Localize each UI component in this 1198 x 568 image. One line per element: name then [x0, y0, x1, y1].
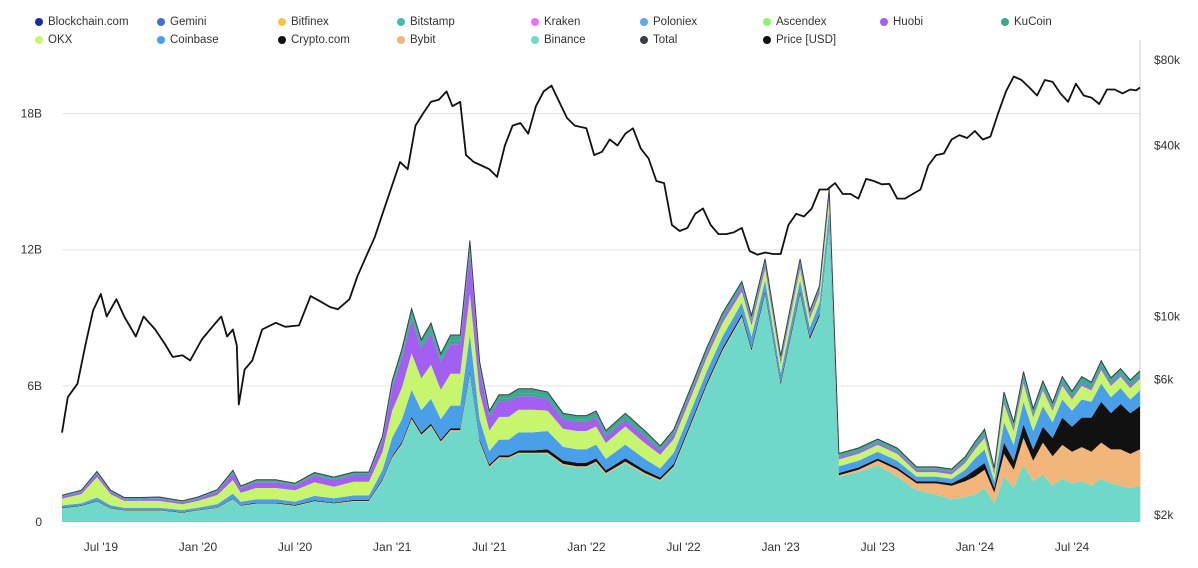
total-line [61, 188, 1141, 502]
x-tick-label: Jul '22 [666, 540, 701, 554]
legend-label: Total [653, 34, 678, 46]
legend-marker-icon [640, 18, 648, 26]
legend-label: Gemini [170, 16, 207, 28]
legend-marker-icon [35, 18, 43, 26]
legend-label: Coinbase [170, 34, 219, 46]
x-tick-label: Jan '22 [567, 540, 606, 554]
legend-label: Kraken [544, 16, 581, 28]
y-left-tick-label: 12B [21, 243, 42, 257]
y-right-tick-label: $6k [1154, 372, 1174, 386]
legend-item[interactable]: Bitfinex [278, 16, 329, 28]
legend-marker-icon [763, 18, 771, 26]
y-right-tick-label: $2k [1154, 508, 1174, 522]
legend-marker-icon [157, 18, 165, 26]
legend-marker-icon [157, 36, 165, 44]
x-tick-label: Jul '23 [861, 540, 896, 554]
legend-label: Bitfinex [291, 16, 329, 28]
price-line [61, 75, 1141, 433]
legend-item[interactable]: Bybit [397, 34, 436, 46]
legend-marker-icon [278, 36, 286, 44]
legend: Blockchain.com Gemini Bitfinex Bitstamp Krak… [35, 16, 1155, 56]
legend-marker-icon [763, 36, 771, 44]
legend-item[interactable]: Huobi [880, 16, 923, 28]
legend-marker-icon [880, 18, 888, 26]
x-tick-label: Jul '20 [278, 540, 313, 554]
legend-item[interactable]: Total [640, 34, 677, 46]
legend-item[interactable]: KuCoin [1001, 16, 1052, 28]
legend-label: Bybit [410, 34, 436, 46]
legend-item[interactable]: Crypto.com [278, 34, 350, 46]
area-okx [62, 198, 1140, 510]
area-binance [62, 227, 1140, 522]
legend-item[interactable]: OKX [35, 34, 72, 46]
y-left-tick-label: 0 [35, 515, 42, 529]
legend-marker-icon [531, 18, 539, 26]
legend-label: Bitstamp [410, 16, 455, 28]
legend-marker-icon [640, 36, 648, 44]
legend-label: Poloniex [653, 16, 698, 28]
x-tick-label: Jan '20 [179, 540, 218, 554]
x-tick-label: Jan '24 [956, 540, 995, 554]
legend-item[interactable]: Bitstamp [397, 16, 455, 28]
legend-item[interactable]: Kraken [531, 16, 580, 28]
x-tick-label: Jan '21 [373, 540, 412, 554]
legend-marker-icon [1001, 18, 1009, 26]
legend-item[interactable]: Price [USD] [763, 34, 836, 46]
legend-marker-icon [278, 18, 286, 26]
legend-marker-icon [397, 36, 405, 44]
legend-label: Blockchain.com [48, 16, 129, 28]
legend-item[interactable]: Poloniex [640, 16, 697, 28]
legend-label: Ascendex [776, 16, 827, 28]
x-tick-label: Jul '24 [1055, 540, 1090, 554]
legend-marker-icon [35, 36, 43, 44]
legend-item[interactable]: Gemini [157, 16, 206, 28]
legend-marker-icon [397, 18, 405, 26]
x-tick-label: Jan '23 [762, 540, 801, 554]
legend-item[interactable]: Binance [531, 34, 586, 46]
y-left-tick-label: 18B [21, 107, 42, 121]
y-right-tick-label: $40k [1154, 138, 1181, 152]
y-right-tick-label: $10k [1154, 309, 1181, 323]
legend-label: Price [USD] [776, 34, 837, 46]
y-left-tick-label: 6B [27, 379, 42, 393]
legend-label: OKX [48, 34, 73, 46]
legend-label: Crypto.com [291, 34, 350, 46]
y-right-tick-label: $80k [1154, 53, 1181, 67]
x-tick-label: Jul '19 [84, 540, 119, 554]
legend-label: Binance [544, 34, 586, 46]
x-tick-label: Jul '21 [472, 540, 507, 554]
legend-marker-icon [531, 36, 539, 44]
legend-label: Huobi [893, 16, 924, 28]
legend-item[interactable]: Blockchain.com [35, 16, 129, 28]
legend-item[interactable]: Coinbase [157, 34, 219, 46]
legend-item[interactable]: Ascendex [763, 16, 827, 28]
legend-label: KuCoin [1014, 16, 1052, 28]
